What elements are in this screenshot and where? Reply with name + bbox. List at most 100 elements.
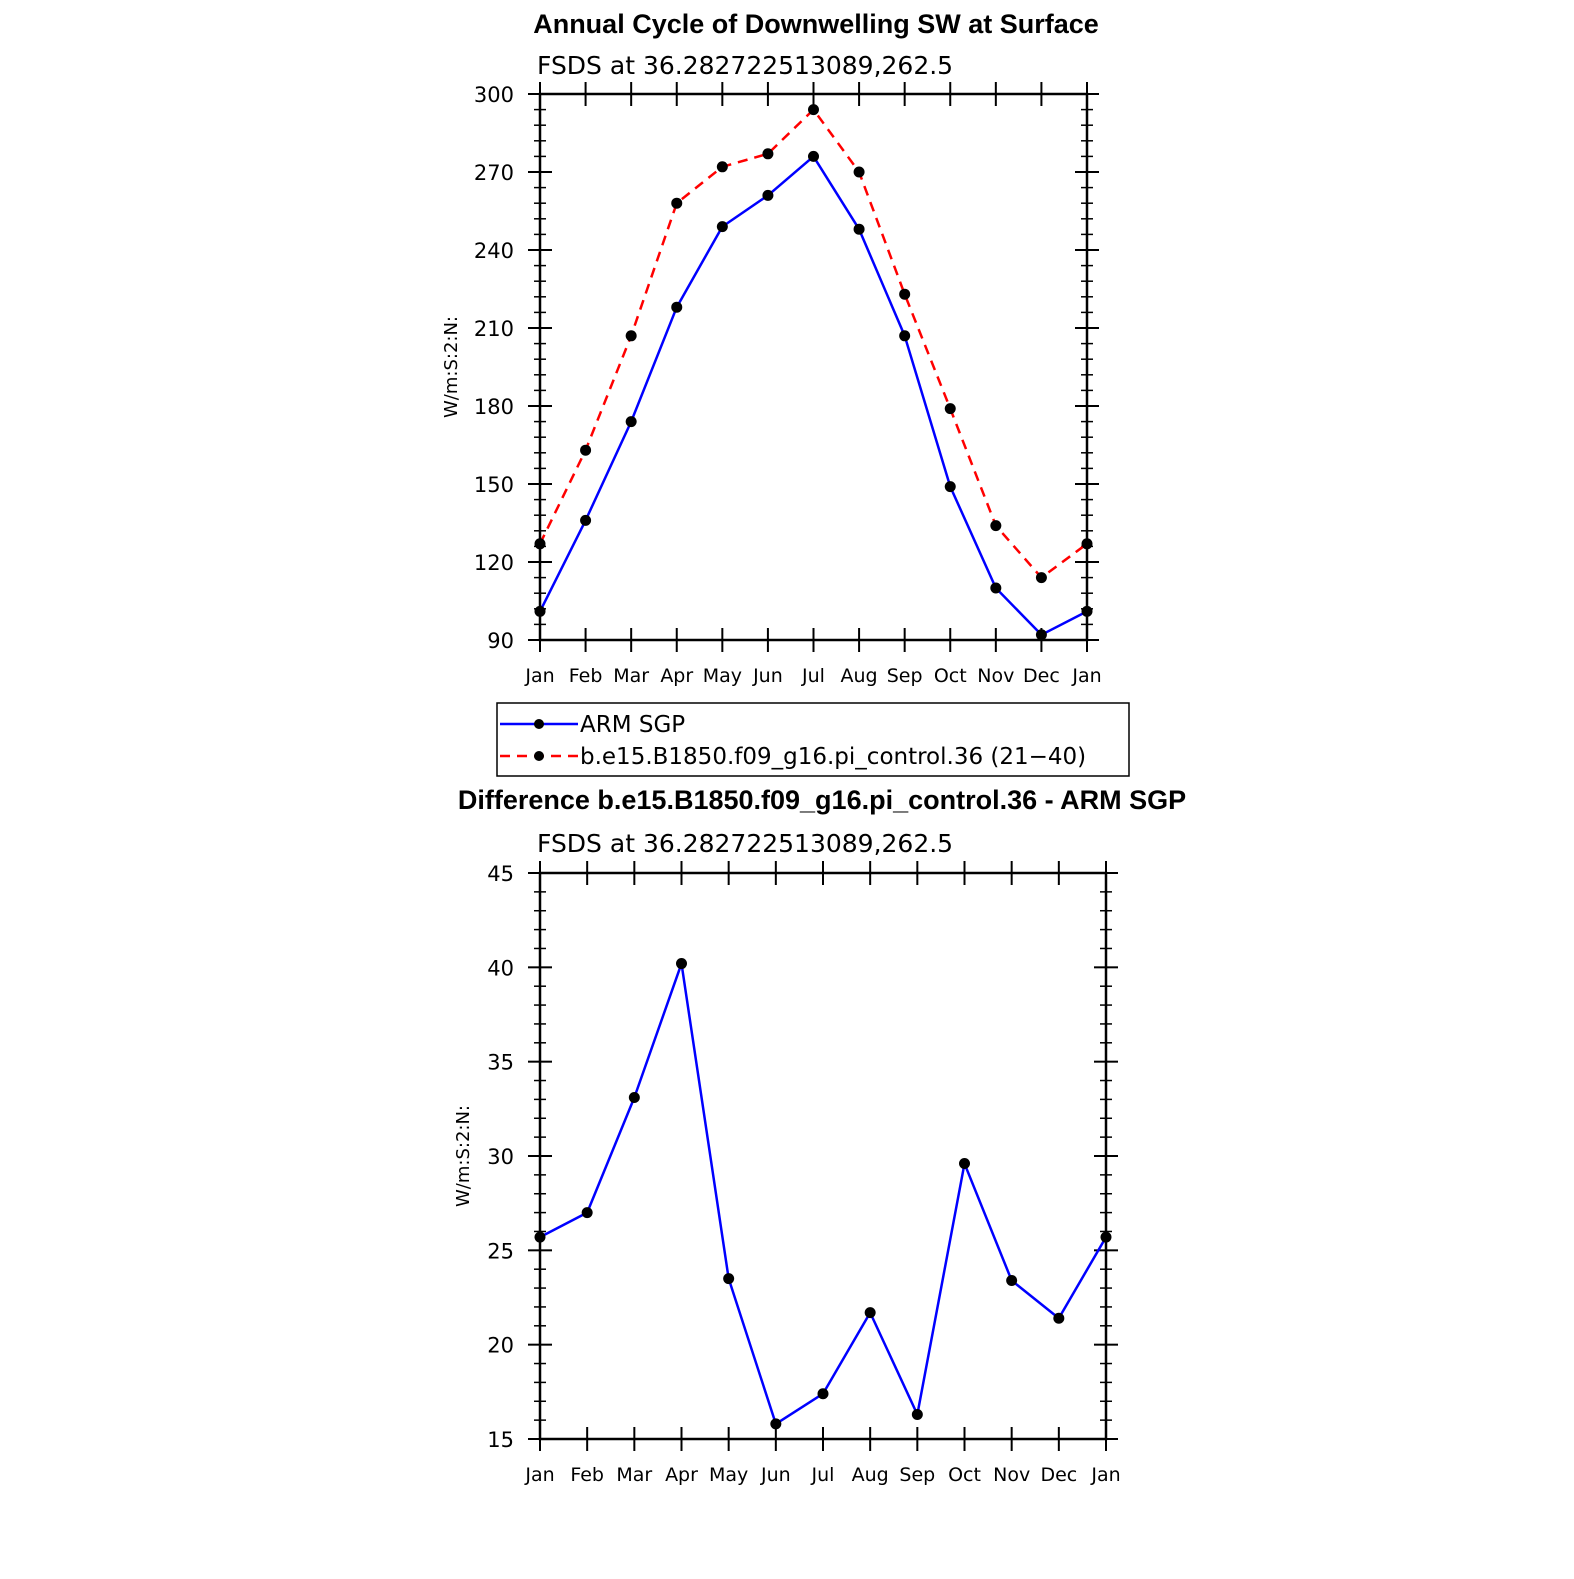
data-point-0 bbox=[944, 481, 956, 493]
y-tick-label: 45 bbox=[487, 862, 514, 886]
x-tick-label: Feb bbox=[570, 1464, 604, 1486]
x-tick-label: Aug bbox=[852, 1464, 889, 1486]
series-line-0 bbox=[538, 155, 1088, 637]
legend-label-model: b.e15.B1850.f09_g16.pi_control.36 (21−40… bbox=[580, 744, 1086, 770]
y-tick-label: 40 bbox=[487, 956, 514, 980]
data-point-0 bbox=[1035, 629, 1047, 641]
legend-label-arm-sgp: ARM SGP bbox=[580, 712, 685, 738]
plot-frame bbox=[538, 92, 1089, 642]
data-point-0 bbox=[990, 582, 1002, 594]
data-point-1 bbox=[625, 330, 637, 342]
y-tick-labels: 90 120 150 180 210 240 270 300 bbox=[474, 83, 514, 653]
data-point-1 bbox=[990, 520, 1002, 532]
y-tick-label: 270 bbox=[474, 161, 514, 185]
data-point-0 bbox=[770, 1418, 782, 1430]
chart-title: Difference b.e15.B1850.f09_g16.pi_contro… bbox=[458, 785, 1186, 815]
x-tick-label: Sep bbox=[887, 665, 923, 687]
x-tick-labels: Jan Feb Mar Apr May Jun Jul Aug Sep Oct Nov Dec Jan bbox=[524, 1464, 1120, 1486]
x-tick-label: Aug bbox=[841, 665, 878, 687]
x-tick-label: Dec bbox=[1023, 665, 1060, 687]
x-tick-label: Oct bbox=[948, 1464, 981, 1486]
x-tick-label: Jun bbox=[760, 1464, 791, 1486]
data-point-0 bbox=[723, 1273, 735, 1285]
data-point-1 bbox=[944, 403, 956, 415]
data-point-1 bbox=[716, 161, 728, 173]
series-group bbox=[534, 104, 1093, 641]
data-point-0 bbox=[534, 605, 546, 617]
x-tick-label: Jan bbox=[1071, 665, 1101, 687]
data-point-0 bbox=[808, 150, 819, 162]
data-point-0 bbox=[817, 1388, 829, 1400]
x-tick-label: Jul bbox=[811, 1464, 835, 1486]
data-point-0 bbox=[1053, 1312, 1065, 1324]
x-tick-label: Jan bbox=[524, 665, 554, 687]
y-tick-label: 15 bbox=[487, 1428, 514, 1452]
data-point-0 bbox=[1006, 1275, 1018, 1287]
legend-box bbox=[496, 702, 1130, 777]
y-axis-label: W/m:S:2:N: bbox=[441, 316, 462, 418]
data-point-1 bbox=[899, 288, 911, 300]
series-line-1 bbox=[538, 108, 1088, 579]
data-point-0 bbox=[1100, 1231, 1112, 1243]
y-tick-label: 210 bbox=[474, 317, 514, 341]
annual-cycle-chart: Annual Cycle of Downwelling SW at Surfac… bbox=[441, 9, 1102, 687]
axis-ticks bbox=[528, 861, 1118, 1451]
x-tick-label: Dec bbox=[1040, 1464, 1077, 1486]
y-axis-label: W/m:S:2:N: bbox=[453, 1105, 474, 1207]
data-point-0 bbox=[581, 1207, 593, 1219]
x-tick-label: Jan bbox=[524, 1464, 554, 1486]
data-point-0 bbox=[628, 1092, 640, 1104]
data-point-1 bbox=[1035, 572, 1047, 584]
chart-subtitle: FSDS at 36.282722513089,262.5 bbox=[537, 829, 953, 858]
data-point-1 bbox=[580, 444, 592, 456]
x-tick-label: May bbox=[703, 665, 742, 687]
data-point-0 bbox=[534, 1231, 546, 1243]
data-point-0 bbox=[899, 330, 911, 342]
data-point-0 bbox=[762, 189, 774, 201]
series-line-0 bbox=[539, 962, 1108, 1426]
legend-marker-arm-sgp bbox=[534, 719, 544, 729]
difference-chart: Difference b.e15.B1850.f09_g16.pi_contro… bbox=[453, 785, 1186, 1486]
x-tick-label: Nov bbox=[977, 665, 1014, 687]
data-point-0 bbox=[959, 1158, 970, 1170]
legend: ARM SGP b.e15.B1850.f09_g16.pi_control.3… bbox=[496, 702, 1130, 777]
y-tick-label: 180 bbox=[474, 395, 514, 419]
data-point-0 bbox=[671, 301, 683, 313]
data-point-0 bbox=[676, 958, 687, 970]
x-tick-label: May bbox=[709, 1464, 748, 1486]
chart-subtitle: FSDS at 36.282722513089,262.5 bbox=[537, 51, 953, 80]
data-point-1 bbox=[762, 148, 774, 160]
x-tick-label: Mar bbox=[616, 1464, 652, 1486]
plot-frame bbox=[538, 871, 1108, 1441]
data-point-0 bbox=[625, 416, 637, 428]
y-tick-label: 35 bbox=[487, 1051, 514, 1075]
x-tick-label: Nov bbox=[993, 1464, 1030, 1486]
legend-marker-model bbox=[534, 751, 544, 761]
y-tick-label: 300 bbox=[474, 83, 514, 107]
axis-ticks bbox=[528, 82, 1099, 652]
data-point-1 bbox=[808, 104, 819, 116]
x-tick-label: Jan bbox=[1090, 1464, 1120, 1486]
x-tick-labels: Jan Feb Mar Apr May Jun Jul Aug Sep Oct Nov Dec Jan bbox=[524, 665, 1101, 687]
legend-entry-model: b.e15.B1850.f09_g16.pi_control.36 (21−40… bbox=[500, 744, 1086, 770]
chart-title: Annual Cycle of Downwelling SW at Surfac… bbox=[533, 9, 1099, 39]
data-point-1 bbox=[671, 197, 683, 209]
x-tick-label: Jul bbox=[801, 665, 825, 687]
data-point-0 bbox=[1081, 605, 1093, 617]
data-point-1 bbox=[534, 538, 546, 550]
x-tick-label: Sep bbox=[899, 1464, 935, 1486]
series-group bbox=[534, 958, 1112, 1430]
data-point-1 bbox=[853, 166, 865, 178]
data-point-0 bbox=[716, 221, 728, 233]
y-tick-label: 25 bbox=[487, 1239, 514, 1263]
legend-entry-arm-sgp: ARM SGP bbox=[500, 712, 685, 738]
y-tick-label: 120 bbox=[474, 551, 514, 575]
x-tick-label: Oct bbox=[934, 665, 967, 687]
y-tick-label: 20 bbox=[487, 1334, 514, 1358]
y-tick-label: 150 bbox=[474, 473, 514, 497]
data-point-0 bbox=[864, 1307, 876, 1319]
x-tick-label: Mar bbox=[613, 665, 649, 687]
x-tick-label: Apr bbox=[660, 665, 693, 687]
